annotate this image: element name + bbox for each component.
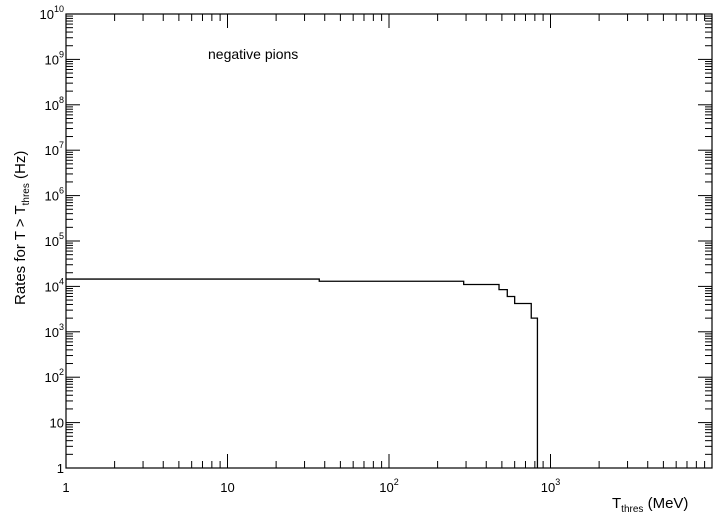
y-tick-label: 102 — [45, 367, 64, 385]
y-tick-label: 106 — [45, 186, 64, 204]
y-tick-label: 103 — [45, 322, 64, 340]
x-axis-title: Tthres (MeV) — [612, 495, 688, 515]
y-tick-label: 109 — [45, 49, 64, 67]
x-tick-label: 103 — [541, 477, 560, 495]
y-axis-title: Rates for T > Tthres (Hz) — [12, 151, 32, 305]
y-axis-ticks — [66, 15, 712, 469]
series-line — [66, 278, 539, 468]
x-tick-label: 102 — [379, 477, 398, 495]
y-tick-label: 108 — [45, 95, 64, 113]
plot-frame — [65, 13, 713, 469]
y-tick-label: 10 — [50, 416, 64, 431]
y-tick-label: 1010 — [40, 4, 64, 22]
y-tick-label: 107 — [45, 140, 64, 158]
x-axis-ticks — [65, 14, 706, 468]
y-axis-tick-labels: 1 10 102 103 104 105 106 107 108 109 1010 — [40, 4, 64, 476]
y-tick-label: 1 — [57, 461, 64, 476]
x-tick-label: 1 — [62, 480, 69, 495]
x-tick-label: 10 — [220, 480, 234, 495]
annotation-label: negative pions — [208, 46, 298, 62]
x-axis-tick-labels: 1 10 102 103 — [62, 477, 560, 495]
y-tick-label: 104 — [45, 276, 64, 294]
y-tick-label: 105 — [45, 231, 64, 249]
